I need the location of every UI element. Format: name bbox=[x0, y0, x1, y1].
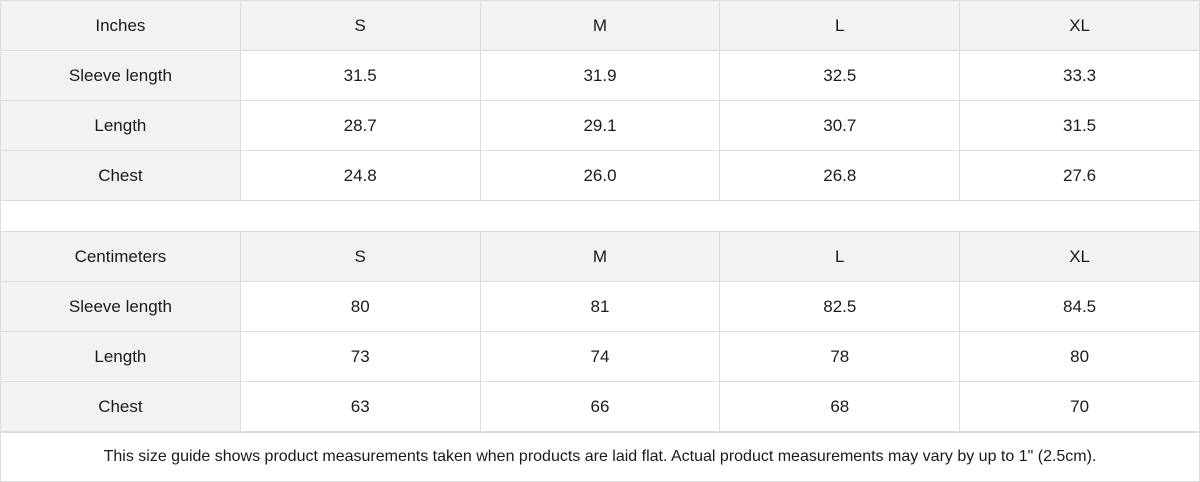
measurement-label: Length bbox=[1, 101, 241, 151]
measurement-value: 66 bbox=[480, 382, 721, 432]
measurement-value: 81 bbox=[480, 282, 721, 332]
measurement-value: 29.1 bbox=[480, 101, 721, 151]
measurement-label: Sleeve length bbox=[1, 51, 241, 101]
measurement-value: 26.0 bbox=[480, 151, 721, 201]
measurement-value: 84.5 bbox=[960, 282, 1200, 332]
size-header-s: S bbox=[240, 1, 481, 51]
measurement-value: 31.5 bbox=[960, 101, 1200, 151]
measurement-value: 74 bbox=[480, 332, 721, 382]
size-header-xl: XL bbox=[960, 1, 1200, 51]
measurement-value: 28.7 bbox=[240, 101, 481, 151]
size-header-l: L bbox=[720, 232, 961, 282]
measurement-value: 24.8 bbox=[240, 151, 481, 201]
measurement-value: 70 bbox=[960, 382, 1200, 432]
size-table-inches: Inches S M L XL Sleeve length 31.5 31.9 32.5 33.3… bbox=[0, 0, 1200, 201]
unit-header: Centimeters bbox=[1, 232, 241, 282]
measurement-value: 80 bbox=[960, 332, 1200, 382]
measurement-value: 33.3 bbox=[960, 51, 1200, 101]
measurement-label: Length bbox=[1, 332, 241, 382]
measurement-value: 31.9 bbox=[480, 51, 721, 101]
measurement-label: Chest bbox=[1, 151, 241, 201]
measurement-value: 80 bbox=[240, 282, 481, 332]
table-spacer bbox=[0, 201, 1200, 231]
size-header-m: M bbox=[480, 1, 721, 51]
size-header-s: S bbox=[240, 232, 481, 282]
measurement-value: 32.5 bbox=[720, 51, 961, 101]
measurement-value: 73 bbox=[240, 332, 481, 382]
measurement-label: Chest bbox=[1, 382, 241, 432]
measurement-value: 27.6 bbox=[960, 151, 1200, 201]
footer-note: This size guide shows product measuremen… bbox=[0, 432, 1200, 482]
measurement-label: Sleeve length bbox=[1, 282, 241, 332]
size-header-l: L bbox=[720, 1, 961, 51]
measurement-value: 68 bbox=[720, 382, 961, 432]
size-header-xl: XL bbox=[960, 232, 1200, 282]
unit-header: Inches bbox=[1, 1, 241, 51]
measurement-value: 30.7 bbox=[720, 101, 961, 151]
measurement-value: 26.8 bbox=[720, 151, 961, 201]
size-table-centimeters: Centimeters S M L XL Sleeve length 80 81 82.5 84.… bbox=[0, 231, 1200, 432]
measurement-value: 63 bbox=[240, 382, 481, 432]
measurement-value: 31.5 bbox=[240, 51, 481, 101]
measurement-value: 82.5 bbox=[720, 282, 961, 332]
size-header-m: M bbox=[480, 232, 721, 282]
measurement-value: 78 bbox=[720, 332, 961, 382]
